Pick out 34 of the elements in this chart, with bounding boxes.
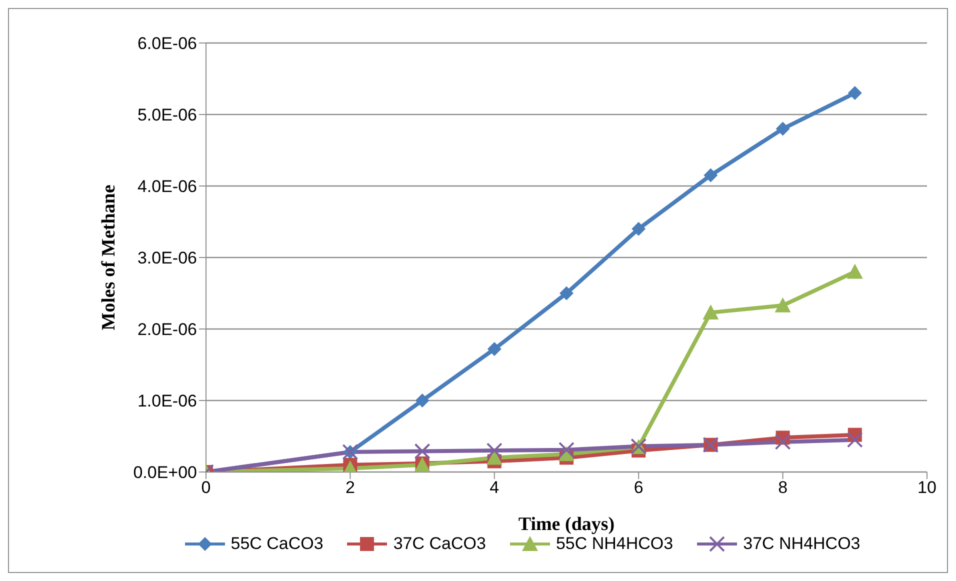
- point: [774, 434, 791, 450]
- x-tick-label: 2: [345, 478, 355, 498]
- point: [704, 168, 718, 182]
- point: [774, 297, 791, 312]
- point: [776, 122, 790, 136]
- x-tick-label: 8: [778, 478, 788, 498]
- legend-label: 55C NH4HCO3: [556, 534, 674, 554]
- legend-label: 37C NH4HCO3: [743, 534, 860, 554]
- y-tick-label: 5.0E-06: [137, 106, 197, 125]
- y-tick-label: 2.0E-06: [137, 320, 197, 340]
- y-tick-label: 0.0E+00: [133, 463, 197, 482]
- y-tick-label: 3.0E-06: [137, 248, 197, 268]
- y-tick-label: 1.0E-06: [137, 392, 197, 411]
- point: [558, 442, 574, 458]
- x-tick-label: 6: [634, 478, 644, 498]
- point: [848, 86, 862, 100]
- point: [487, 342, 502, 356]
- point: [702, 304, 719, 320]
- point: [846, 264, 863, 279]
- point: [846, 432, 863, 448]
- legend-label: 37C CaCO3: [393, 534, 486, 554]
- legend-label: 55C CaCO3: [230, 534, 324, 554]
- x-tick-label: 4: [490, 478, 500, 498]
- y-tick-label: 6.0E-06: [137, 34, 197, 54]
- point: [414, 443, 430, 460]
- x-axis-title: Time (days): [518, 514, 615, 535]
- y-tick-label: 4.0E-06: [137, 177, 197, 196]
- point: [415, 394, 430, 408]
- point: [632, 222, 646, 236]
- y-axis-title: Moles of Methane: [98, 184, 120, 330]
- x-tick-label: 10: [918, 478, 936, 498]
- x-tick-label: 0: [201, 478, 211, 498]
- point: [486, 442, 502, 459]
- point: [560, 286, 574, 300]
